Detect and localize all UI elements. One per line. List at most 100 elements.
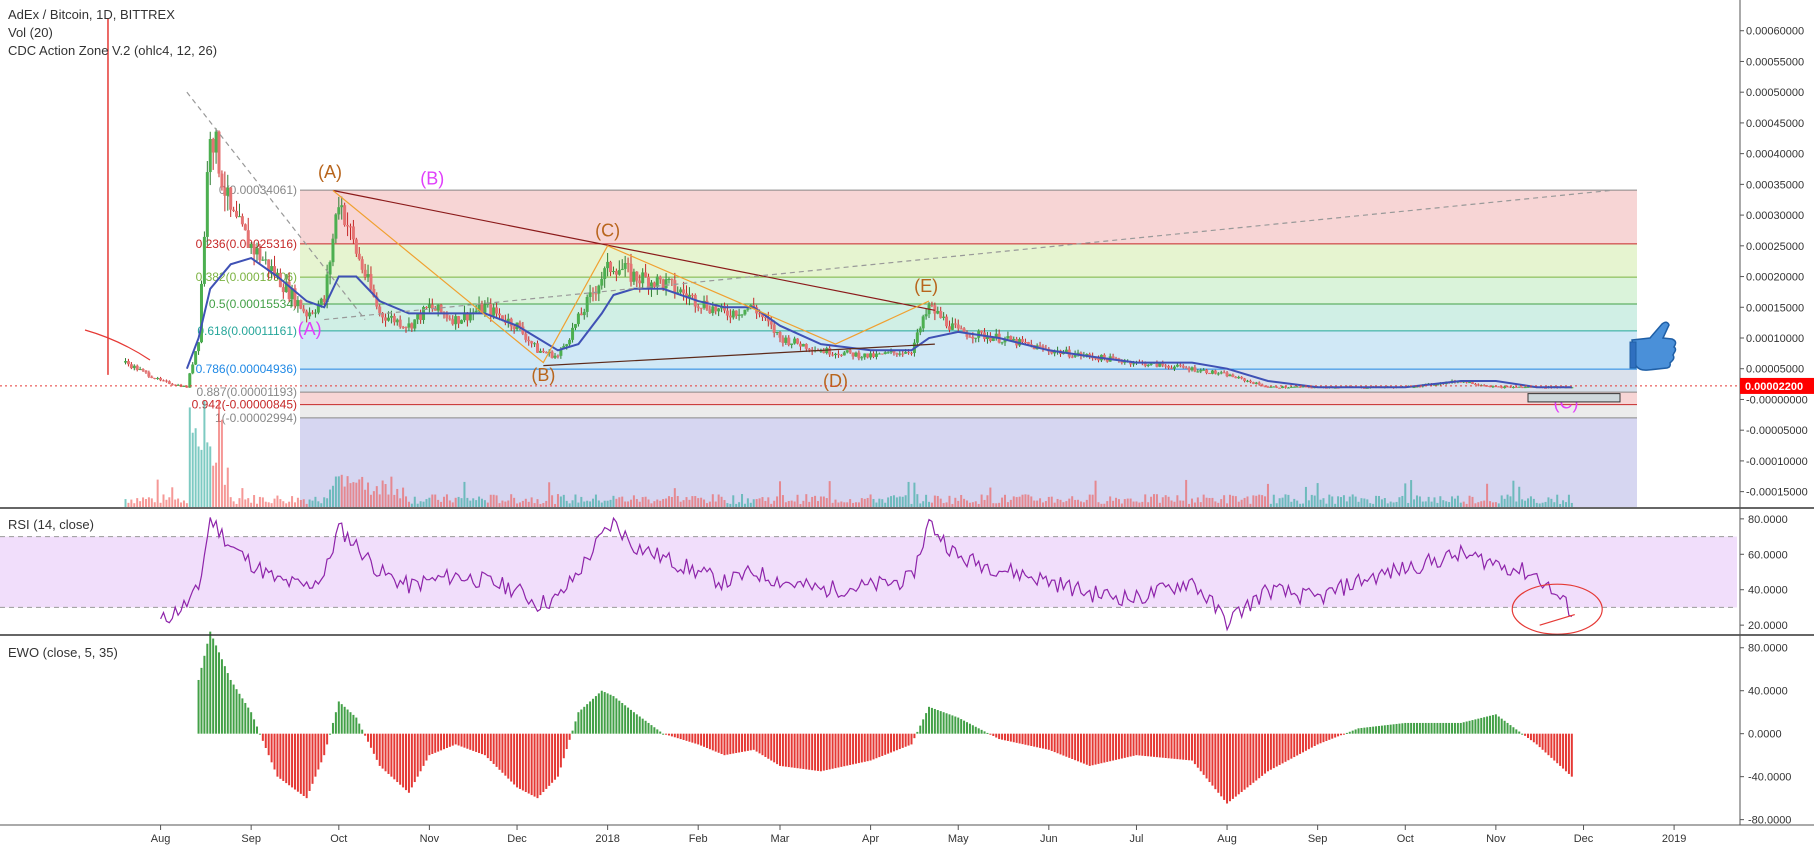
volume-bar <box>1228 494 1231 507</box>
ewo-bar <box>486 733 489 759</box>
ewo-bar <box>852 733 855 765</box>
ewo-bar <box>732 733 735 754</box>
volume-bar <box>1304 486 1307 507</box>
volume-bar <box>419 501 422 507</box>
volume-bar <box>396 488 399 507</box>
ewo-tick-label: -80.0000 <box>1748 815 1791 827</box>
rsi-indicator-label[interactable]: RSI (14, close) <box>8 517 94 532</box>
price-tick-label: 0.00020000 <box>1746 272 1804 284</box>
cdc-indicator-label[interactable]: CDC Action Zone V.2 (ohlc4, 12, 26) <box>8 43 218 58</box>
volume-bar <box>790 500 793 507</box>
candle-body <box>235 210 239 217</box>
ewo-bar <box>434 733 437 753</box>
candle-body <box>629 263 633 282</box>
volume-bar <box>1269 503 1272 507</box>
volume-bar <box>1284 494 1287 507</box>
candle-body <box>1517 386 1521 388</box>
ewo-bar <box>995 733 998 738</box>
candle-body <box>486 303 490 305</box>
volume-bar <box>1386 503 1389 507</box>
candle-body <box>679 289 683 293</box>
ewo-bar <box>1161 733 1164 758</box>
ewo-bar <box>445 733 448 749</box>
ewo-bar <box>951 715 954 734</box>
volume-bar <box>1550 498 1553 507</box>
volume-bar <box>869 494 872 507</box>
ewo-bar <box>1079 733 1082 763</box>
ewo-bar <box>518 733 521 789</box>
volume-bar <box>732 495 735 507</box>
ewo-bar <box>749 733 752 751</box>
volume-bar <box>127 502 130 507</box>
ewo-bar <box>890 733 893 753</box>
candle-body <box>790 343 794 346</box>
ewo-bar <box>1088 733 1091 766</box>
candle-body <box>848 350 852 353</box>
ewo-bar <box>1217 733 1220 793</box>
candle-body <box>834 353 838 356</box>
volume-indicator-label[interactable]: Vol (20) <box>8 25 53 40</box>
ewo-bar <box>229 679 232 734</box>
ewo-bar <box>425 733 428 761</box>
candle-body <box>1231 374 1235 378</box>
ewo-indicator-label[interactable]: EWO (close, 5, 35) <box>8 645 118 660</box>
ewo-bar <box>1380 725 1383 734</box>
volume-bar <box>215 462 218 507</box>
ewo-pane[interactable] <box>197 631 1573 804</box>
ewo-bar <box>808 733 811 770</box>
candle-body <box>708 309 712 314</box>
ewo-bar <box>1272 733 1275 769</box>
candle-body <box>319 298 323 306</box>
candle-body <box>141 369 145 371</box>
volume-bar <box>1436 502 1439 507</box>
candle-body <box>991 338 995 341</box>
ewo-bar <box>1398 723 1401 734</box>
ewo-bar <box>752 733 755 750</box>
candle-body <box>866 353 870 358</box>
ewo-bar <box>910 733 913 745</box>
volume-bar <box>930 502 933 507</box>
volume-bar <box>1351 494 1354 507</box>
volume-bar <box>980 494 983 507</box>
candle-body <box>1102 354 1106 359</box>
volume-bar <box>197 446 200 507</box>
candle-body <box>661 279 665 289</box>
volume-bar <box>437 499 440 507</box>
ewo-bar <box>1377 725 1380 734</box>
ewo-bar <box>1486 716 1489 734</box>
symbol-title[interactable]: AdEx / Bitcoin, 1D, BITTREX <box>8 7 175 22</box>
volume-bar <box>337 476 340 507</box>
ewo-bar <box>1360 727 1363 734</box>
ewo-bar <box>779 733 782 766</box>
candle-body <box>968 336 972 338</box>
volume-bar <box>454 497 457 507</box>
ewo-bar <box>346 709 349 734</box>
candle-body <box>1365 387 1369 389</box>
ewo-bar <box>296 733 299 792</box>
candle-body <box>772 324 776 333</box>
ewo-bar <box>773 733 776 763</box>
volume-bar <box>159 502 162 507</box>
candle-body <box>477 303 481 311</box>
ewo-bar <box>1237 733 1240 795</box>
volume-bar <box>185 503 188 507</box>
price-pane[interactable]: 0(0.00034061)0.236(0.00025316)0.382(0.00… <box>0 18 1740 507</box>
ewo-bar <box>299 733 302 794</box>
ewo-bar <box>1348 731 1351 734</box>
volume-bar <box>1088 494 1091 507</box>
ewo-bar <box>308 733 311 791</box>
candle-body <box>1570 387 1574 389</box>
candle-body <box>1172 366 1176 369</box>
ewo-bar <box>1199 733 1202 772</box>
rsi-pane[interactable] <box>0 516 1737 635</box>
volume-bar <box>1383 498 1386 507</box>
ewo-bar <box>212 638 215 734</box>
volume-bar <box>1389 501 1392 507</box>
ewo-bar <box>1503 720 1506 734</box>
ewo-bar <box>656 729 659 734</box>
volume-bar <box>428 497 431 507</box>
ewo-bar <box>1386 724 1389 734</box>
time-tick-label: Nov <box>420 833 440 845</box>
volume-bar <box>892 495 895 507</box>
